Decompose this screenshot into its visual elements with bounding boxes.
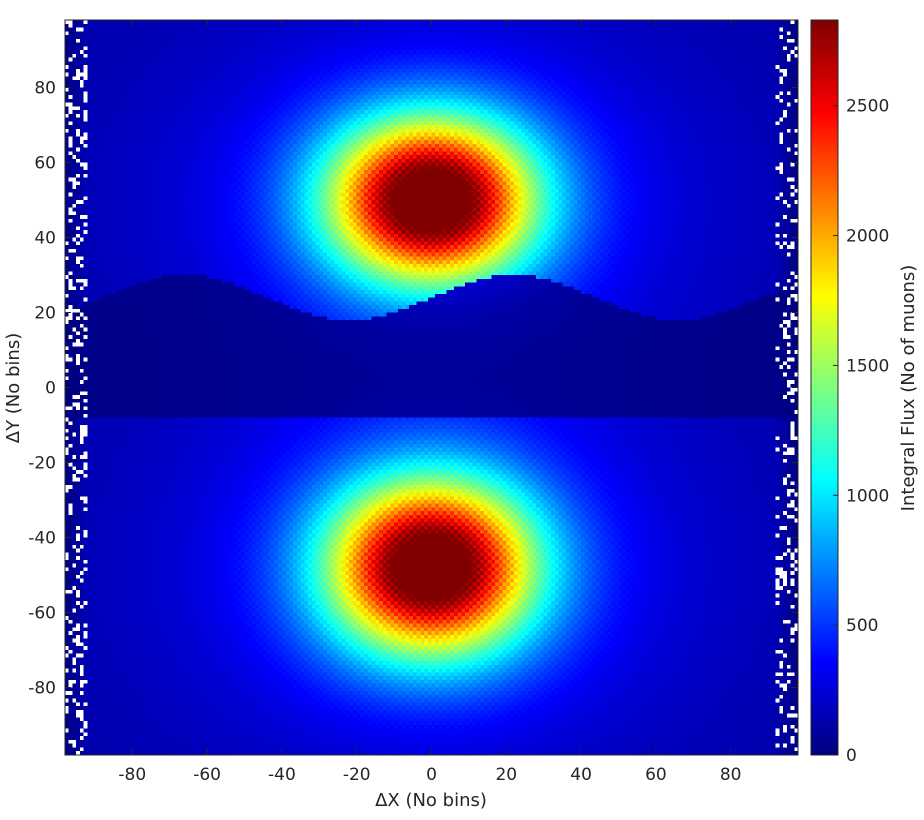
colorbar-tick-label: 1000 xyxy=(846,486,889,506)
heatmap-image xyxy=(65,20,798,755)
x-tick-label: 80 xyxy=(720,765,742,785)
y-tick-label: -80 xyxy=(28,679,56,699)
heatmap-image-wrapper xyxy=(65,20,798,755)
x-tick-label: -80 xyxy=(118,765,146,785)
x-tick-label: -60 xyxy=(193,765,221,785)
colorbar-tick-label: 2000 xyxy=(846,227,889,247)
y-tick-label: 40 xyxy=(34,229,56,249)
x-tick-label: -20 xyxy=(343,765,371,785)
x-tick-label: 20 xyxy=(495,765,517,785)
x-axis-ticks: -80 -60 -40 -20 0 20 40 60 80 xyxy=(118,20,742,785)
colorbar-ticks: 0 500 1000 1500 2000 2500 xyxy=(833,97,889,766)
y-tick-label: 80 xyxy=(34,79,56,99)
x-axis-title: ΔX (No bins) xyxy=(375,790,487,811)
y-tick-label: 0 xyxy=(45,379,56,399)
y-axis-title: ΔY (No bins) xyxy=(3,333,24,444)
y-tick-label: -40 xyxy=(28,529,56,549)
y-tick-label: 20 xyxy=(34,304,56,324)
colorbar-tick-label: 0 xyxy=(846,746,857,766)
x-tick-label: 0 xyxy=(426,765,437,785)
colorbar: 0 500 1000 1500 2000 2500 Integral Flux (No o… xyxy=(810,19,919,766)
y-tick-label: -20 xyxy=(28,454,56,474)
colorbar-label: Integral Flux (No of muons) xyxy=(898,265,919,512)
colorbar-gradient-wrapper xyxy=(811,20,838,755)
colorbar-frame xyxy=(810,19,839,756)
colorbar-tick-label: 1500 xyxy=(846,356,889,376)
y-axis-ticks: 80 60 40 20 0 -20 -40 -60 -80 xyxy=(28,79,798,699)
y-tick-label: 60 xyxy=(34,154,56,174)
x-tick-label: 40 xyxy=(570,765,592,785)
x-tick-label: 60 xyxy=(645,765,667,785)
x-tick-label: -40 xyxy=(268,765,296,785)
y-tick-label: -60 xyxy=(28,604,56,624)
colorbar-tick-label: 2500 xyxy=(846,97,889,117)
colorbar-tick-label: 500 xyxy=(846,616,878,636)
plot-area: -80 -60 -40 -20 0 20 40 60 80 80 60 40 20 0 -20 -40 -60… xyxy=(28,19,799,785)
colorbar-gradient xyxy=(811,20,838,755)
